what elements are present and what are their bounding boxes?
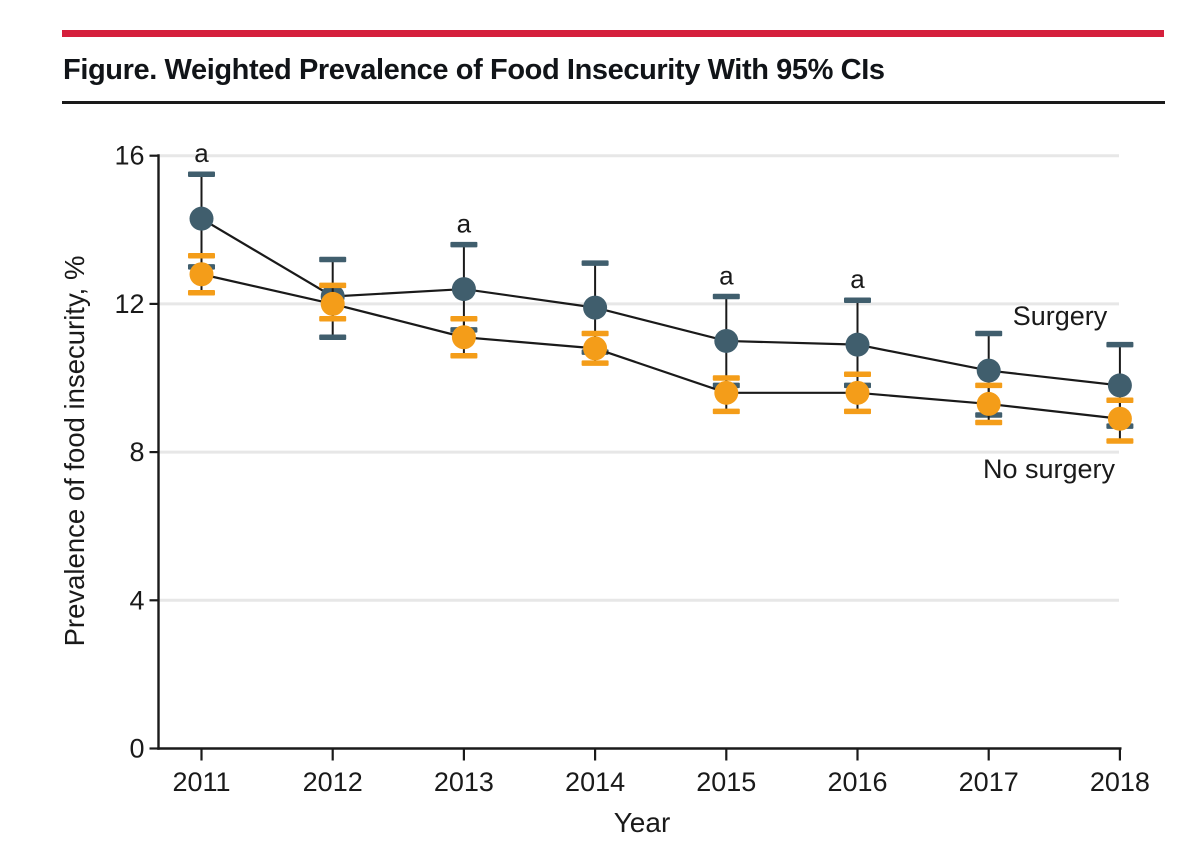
error-bar-cap-no-surgery (975, 419, 1003, 426)
error-bar-cap-no-surgery (844, 371, 871, 378)
data-point-no-surgery-2013 (451, 325, 476, 350)
error-bar-cap-surgery (1106, 341, 1134, 348)
data-point-no-surgery-2018 (1107, 406, 1132, 431)
error-bar-cap-no-surgery (450, 315, 478, 322)
error-bar-cap-no-surgery (1106, 438, 1134, 444)
error-bar-cap-no-surgery (712, 375, 740, 381)
sig-marker-a: a (194, 138, 209, 168)
error-bar-cap-no-surgery (188, 290, 215, 296)
series-label-surgery: Surgery (1013, 301, 1108, 331)
sig-marker-a: a (850, 264, 865, 294)
x-tick-label: 2013 (434, 767, 494, 797)
y-tick-label: 16 (114, 141, 144, 171)
error-bar-cap-no-surgery (712, 408, 740, 415)
data-point-no-surgery-2011 (189, 262, 214, 287)
data-point-no-surgery-2015 (714, 380, 739, 405)
error-bar-cap-surgery (319, 256, 347, 263)
y-tick-label: 12 (114, 289, 144, 319)
title-divider (62, 101, 1165, 104)
data-point-surgery-2015 (714, 328, 739, 353)
x-tick-label: 2017 (959, 767, 1019, 797)
x-tick-label: 2015 (696, 767, 756, 797)
x-axis-title: Year (614, 807, 671, 838)
accent-bar (62, 30, 1164, 37)
y-tick-label: 0 (129, 734, 144, 764)
error-bar-cap-surgery (319, 334, 347, 340)
error-bar-cap-surgery (712, 293, 740, 300)
error-bar-cap-surgery (188, 171, 215, 177)
error-bar-cap-no-surgery (581, 360, 609, 366)
error-bar-cap-surgery (975, 330, 1003, 337)
data-point-surgery-2013 (451, 277, 476, 302)
series-line-surgery (200, 217, 1121, 387)
y-axis-title: Prevalence of food insecurity, % (59, 256, 90, 647)
x-tick-label: 2018 (1090, 767, 1150, 797)
data-point-no-surgery-2016 (845, 380, 870, 405)
error-bar-cap-no-surgery (319, 282, 347, 289)
y-tick-label: 8 (129, 437, 144, 467)
error-bar-cap-no-surgery (975, 382, 1003, 389)
error-bar-cap-surgery (581, 260, 609, 266)
data-point-surgery-2014 (583, 295, 608, 320)
data-point-surgery-2017 (976, 358, 1001, 383)
x-tick-label: 2016 (827, 767, 887, 797)
error-bar-cap-no-surgery (1106, 397, 1134, 403)
figure-title: Figure. Weighted Prevalence of Food Inse… (63, 54, 885, 86)
error-bar-cap-no-surgery (319, 315, 347, 322)
series-line-no-surgery (201, 273, 1121, 420)
error-bar-cap-no-surgery (188, 252, 215, 259)
sig-marker-a: a (719, 260, 734, 290)
y-tick-label: 4 (129, 585, 144, 615)
error-bar-cap-no-surgery (581, 330, 609, 337)
data-point-surgery-2018 (1107, 373, 1132, 398)
x-tick-label: 2014 (565, 767, 625, 797)
error-bar-cap-no-surgery (844, 408, 871, 415)
data-point-no-surgery-2014 (583, 336, 608, 361)
error-bar-cap-surgery (450, 241, 478, 248)
data-point-surgery-2011 (189, 206, 214, 231)
x-tick-label: 2011 (172, 767, 230, 797)
data-point-no-surgery-2012 (320, 291, 345, 316)
x-tick-label: 2012 (303, 767, 363, 797)
error-bar-cap-no-surgery (450, 353, 478, 359)
error-bar-cap-surgery (844, 297, 871, 303)
series-label-no-surgery: No surgery (983, 454, 1116, 484)
data-point-no-surgery-2017 (976, 391, 1001, 416)
sig-marker-a: a (457, 209, 472, 239)
data-point-surgery-2016 (845, 332, 870, 357)
